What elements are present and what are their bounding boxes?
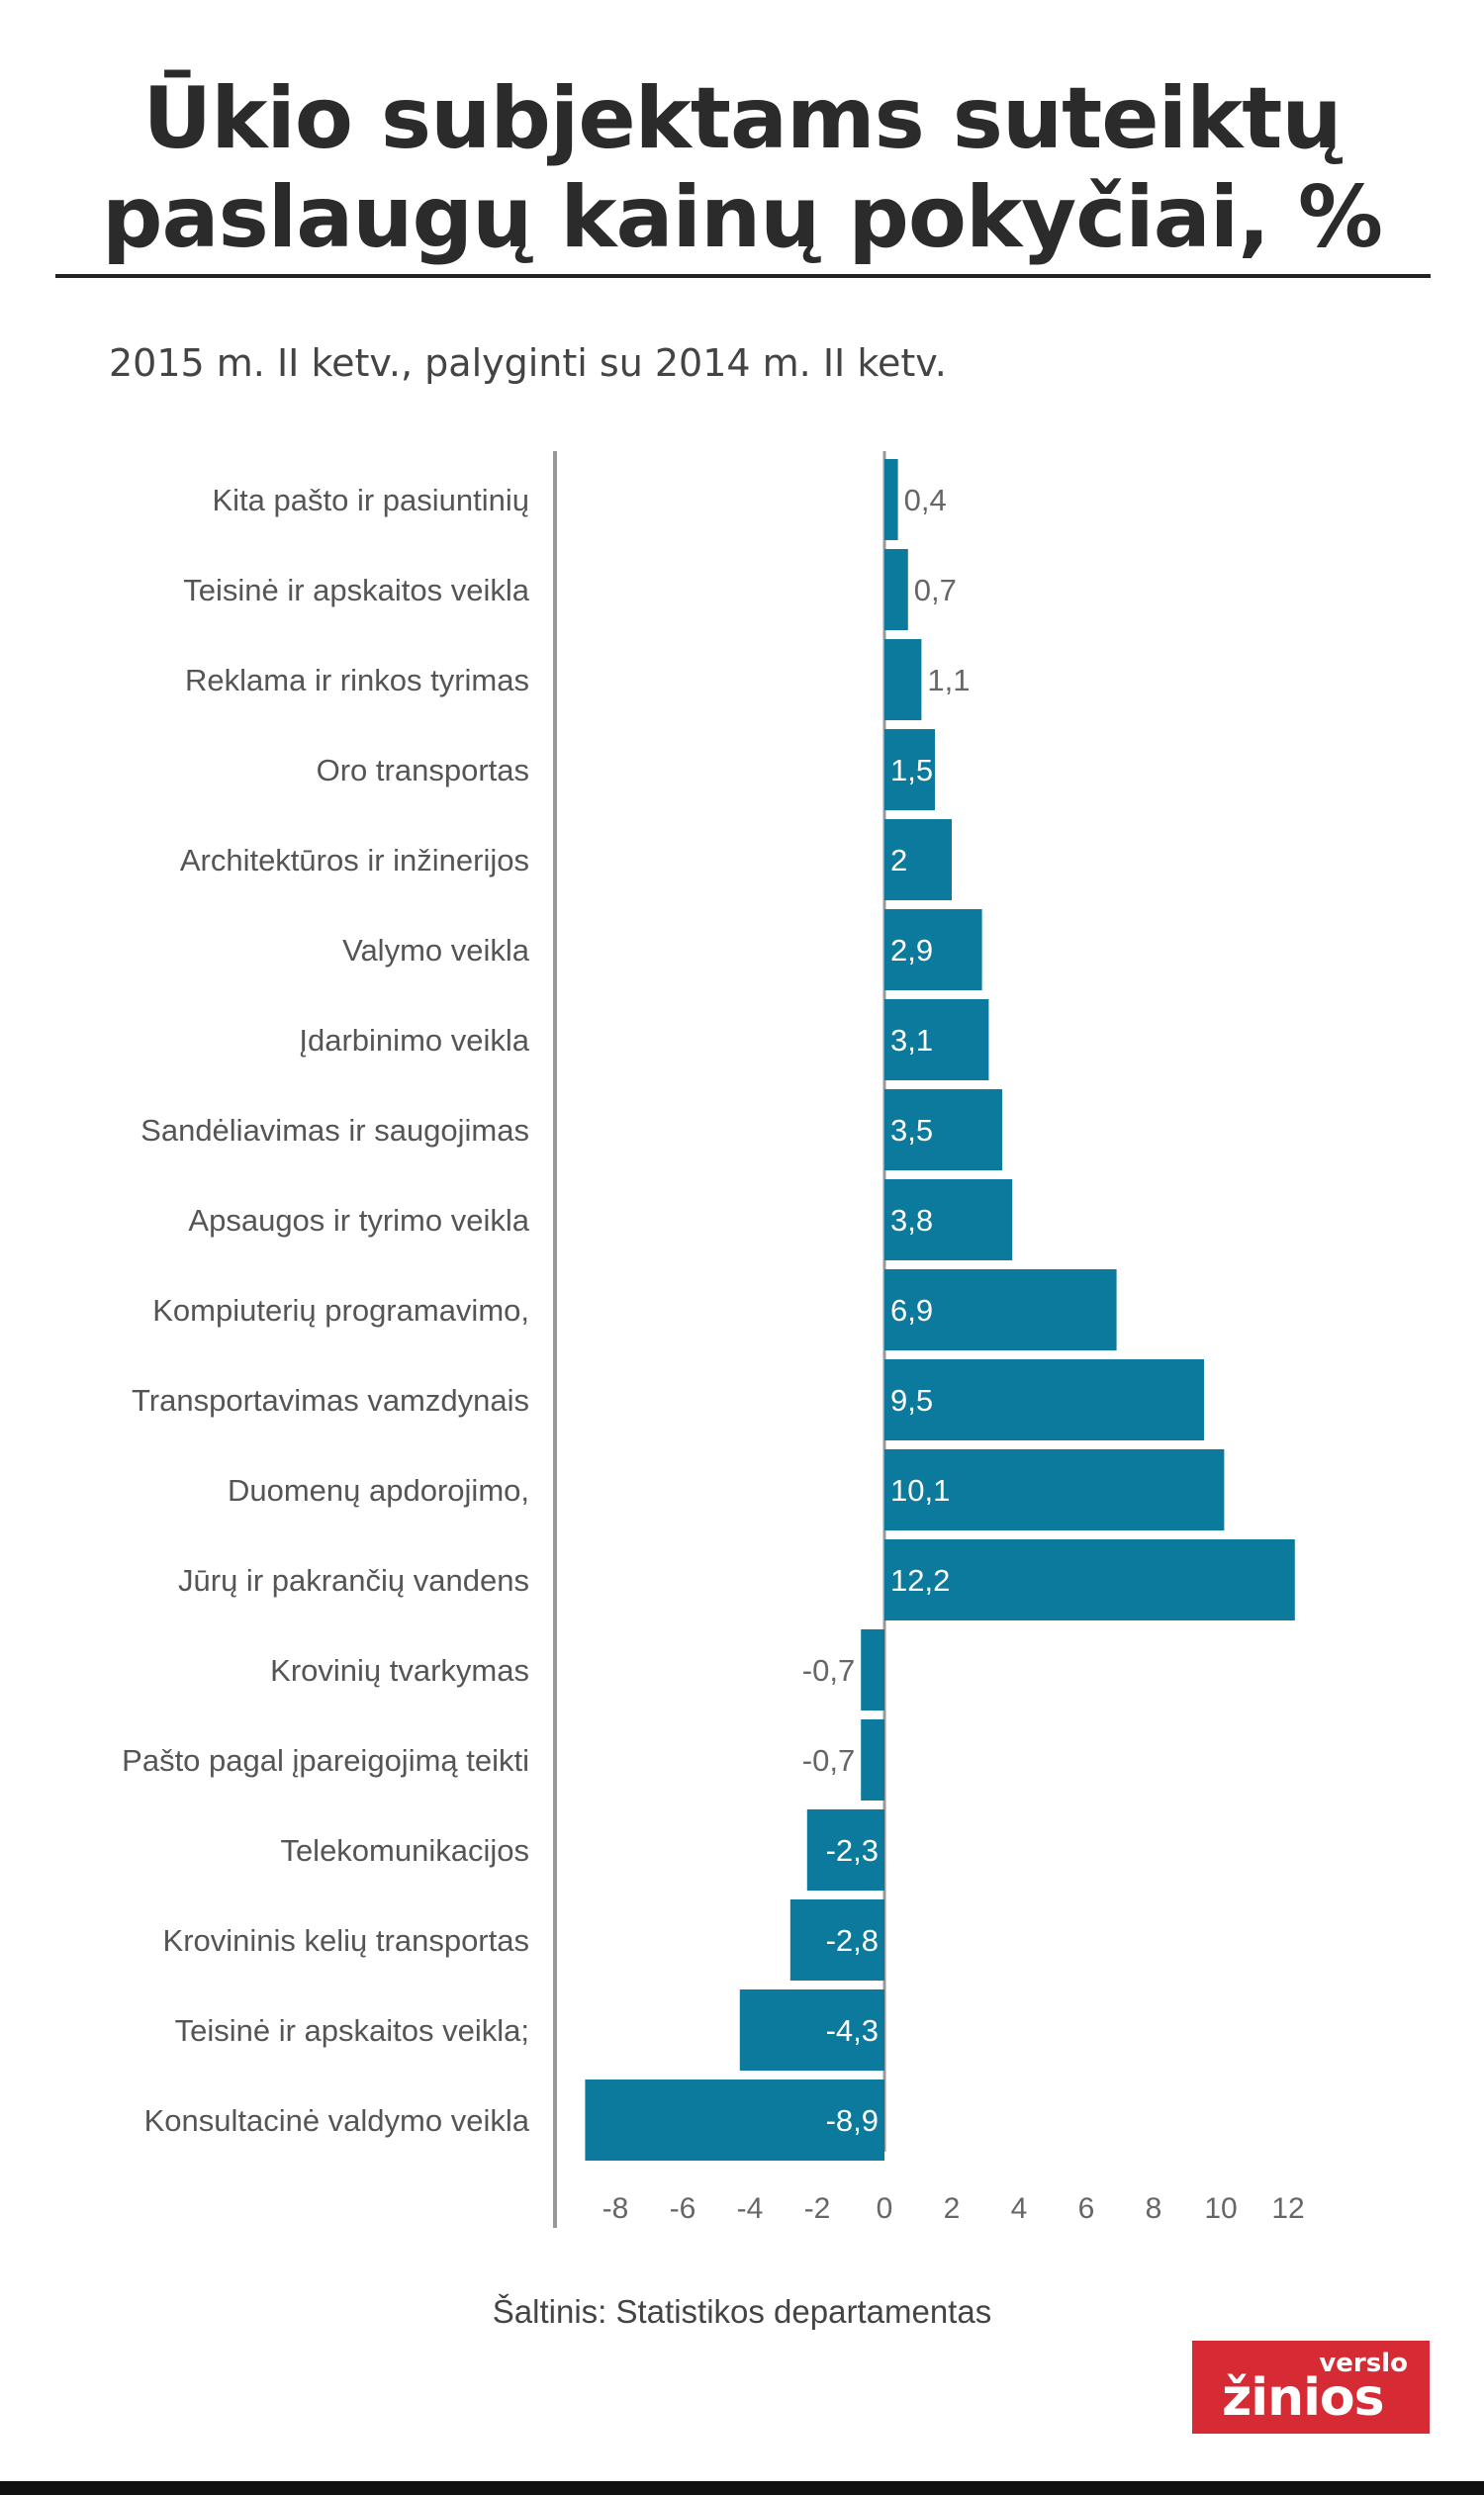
title-underline: [55, 274, 1431, 278]
x-tick-label: 6: [1078, 2192, 1095, 2225]
chart-subtitle: 2015 m. II ketv., palyginti su 2014 m. I…: [109, 341, 947, 385]
bar: [884, 1359, 1204, 1440]
category-label: Architektūros ir inžinerijos: [180, 843, 529, 878]
value-label: 3,5: [890, 1113, 933, 1148]
value-label: 3,1: [890, 1023, 933, 1058]
category-label: Įdarbinimo veikla: [299, 1023, 529, 1058]
category-labels: Kita pašto ir pasiuntinių Teisinė ir apsk…: [122, 483, 530, 2138]
chart-title-line-1: Ūkio subjektams suteiktų: [142, 69, 1342, 168]
value-label: 9,5: [890, 1383, 933, 1418]
value-label: 0,7: [914, 573, 957, 607]
category-label: Valymo veikla: [342, 933, 530, 968]
bar: [861, 1629, 884, 1710]
bar: [884, 1179, 1013, 1260]
source-note: Šaltinis: Statistikos departamentas: [492, 2293, 992, 2330]
category-label: Teisinė ir apskaitos veikla;: [175, 2013, 529, 2048]
category-label: Kita pašto ir pasiuntinių: [212, 483, 529, 517]
bar: [884, 819, 952, 900]
bar: [884, 1089, 1002, 1170]
bar: [806, 1809, 884, 1891]
value-label: -4,3: [826, 2013, 879, 2048]
bar: [884, 459, 898, 540]
x-tick-label: 10: [1204, 2192, 1237, 2225]
bar: [884, 639, 922, 720]
category-label: Jūrų ir pakrančių vandens: [178, 1563, 529, 1598]
value-label: 12,2: [890, 1563, 950, 1598]
value-label: 2: [890, 843, 907, 878]
logo-main-text: žinios: [1222, 2368, 1385, 2428]
category-label: Duomenų apdorojimo,: [228, 1473, 529, 1508]
logo-top-text: verslo: [1319, 2349, 1408, 2378]
value-label: 3,8: [890, 1203, 933, 1238]
bar: [585, 2079, 884, 2161]
x-tick-label: 2: [944, 2192, 961, 2225]
bar-chart: Kita pašto ir pasiuntinių Teisinė ir apsk…: [122, 451, 1305, 2228]
bar: [789, 1899, 884, 1981]
value-label: 1,5: [890, 753, 933, 787]
category-label: Teisinė ir apskaitos veikla: [183, 573, 530, 607]
x-tick-label: -2: [804, 2192, 831, 2225]
value-label: -0,7: [802, 1743, 855, 1778]
category-label: Reklama ir rinkos tyrimas: [185, 663, 529, 697]
category-label: Transportavimas vamzdynais: [132, 1383, 529, 1418]
category-label: Telekomunikacijos: [280, 1833, 529, 1868]
bottom-border: [0, 2481, 1484, 2495]
value-label: 2,9: [890, 933, 933, 968]
category-label: Oro transportas: [317, 753, 529, 787]
category-label: Kompiuterių programavimo,: [152, 1293, 529, 1328]
value-label: -2,3: [826, 1833, 879, 1868]
x-tick-label: -6: [670, 2192, 696, 2225]
x-tick-label: -8: [603, 2192, 629, 2225]
x-tick-labels: -8 -6 -4 -2 0 2 4 6 8 10 12: [603, 2192, 1305, 2225]
value-labels: 0,4 0,7 1,1 1,5 2 2,9 3,1 3,5 3,8 6,9 9,5 10,1 12,2 -…: [802, 483, 971, 2138]
bar: [884, 999, 989, 1080]
category-label: Sandėliavimas ir saugojimas: [140, 1113, 529, 1148]
category-label: Apsaugos ir tyrimo veikla: [188, 1203, 529, 1238]
x-tick-label: 8: [1146, 2192, 1162, 2225]
bar: [884, 549, 908, 630]
bar: [884, 1539, 1295, 1620]
value-label: 1,1: [927, 663, 970, 697]
value-label: 6,9: [890, 1293, 933, 1328]
value-label: -8,9: [826, 2103, 879, 2138]
x-tick-label: 12: [1271, 2192, 1304, 2225]
x-tick-label: 0: [877, 2192, 893, 2225]
bars-group: [585, 459, 1295, 2161]
category-label: Krovinių tvarkymas: [270, 1653, 529, 1688]
value-label: -2,8: [826, 1923, 879, 1958]
value-label: -0,7: [802, 1653, 855, 1688]
chart-title: Ūkio subjektams suteiktų paslaugų kainų …: [0, 69, 1484, 267]
value-label: 0,4: [904, 483, 947, 517]
bar: [884, 1269, 1117, 1350]
chart-title-line-2: paslaugų kainų pokyčiai, %: [102, 168, 1383, 267]
bar: [739, 1989, 884, 2071]
category-label: Pašto pagal įpareigojimą teikti: [122, 1743, 529, 1778]
bar: [884, 729, 935, 810]
value-label: 10,1: [890, 1473, 950, 1508]
bar: [884, 1449, 1225, 1530]
bar: [861, 1719, 884, 1801]
bar: [884, 909, 982, 990]
category-label: Krovininis kelių transportas: [163, 1923, 529, 1958]
x-tick-label: 4: [1011, 2192, 1028, 2225]
brand-logo: verslo žinios: [1192, 2341, 1430, 2434]
x-tick-label: -4: [737, 2192, 764, 2225]
category-label: Konsultacinė valdymo veikla: [144, 2103, 530, 2138]
